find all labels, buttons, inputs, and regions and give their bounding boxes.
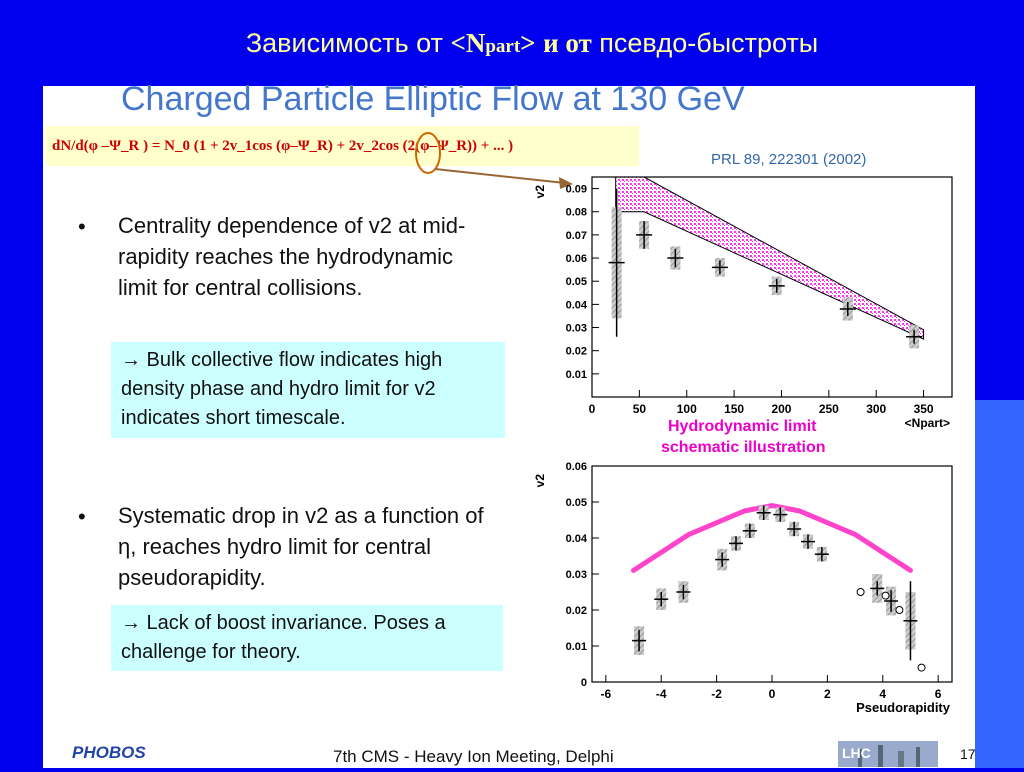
bullet-marker-2: • — [78, 504, 86, 529]
plot-frame — [591, 176, 953, 398]
decorative-band — [975, 400, 1024, 768]
x-tick-label-5: 250 — [819, 402, 839, 416]
y-tick-label-0: 0 — [581, 677, 587, 689]
slide-title: Зависимость от <Npart> и от псевдо-быстр… — [0, 28, 1024, 59]
slide-title-part3: псевдо-быстроты — [591, 28, 819, 58]
y-tick-label-6: 0.07 — [566, 230, 587, 242]
callout-1: → Bulk collective flow indicates high de… — [111, 342, 505, 438]
hydro-band — [615, 177, 925, 340]
lhc-logo: LHC — [838, 741, 938, 767]
open-point-3 — [917, 663, 926, 672]
x-tick-label-6: 6 — [935, 687, 942, 701]
plot-frame — [591, 465, 953, 683]
y-tick-label-0: 0.01 — [566, 369, 587, 381]
open-point-0 — [856, 588, 865, 596]
npart-chart: 0 50 100 150 200 250 300 350 0.01 0.02 0.03 0.04 0.0… — [533, 176, 953, 430]
hydro-curve — [631, 503, 913, 573]
y-tick-label-5: 0.06 — [566, 253, 587, 265]
bullet-text-2: Systematic drop in v2 as a function of η… — [118, 503, 484, 590]
hydro-limit-label: Hydrodynamic limit schematic illustratio… — [643, 416, 1024, 458]
x-tick-label-3: 150 — [724, 402, 744, 416]
formula-arrow — [415, 132, 573, 189]
flow-formula: dN/d(φ –Ψ_R ) = N_0 (1 + 2v_1cos (φ–Ψ_R)… — [46, 126, 639, 166]
paper-reference: PRL 89, 222301 (2002) — [711, 151, 867, 168]
pseudorapidity-chart: -6 -4 -2 0 2 4 6 0 0.01 0.02 0.03 0.04 0.05 0.06 v2 Pse… — [533, 461, 953, 715]
y-tick-label-8: 0.09 — [566, 184, 587, 196]
formula-text: dN/d(φ –Ψ_R ) = N_0 (1 + 2v_1cos (φ–Ψ_R)… — [52, 138, 514, 154]
x-tick-label-0: -6 — [601, 687, 612, 701]
y-axis-label: v2 — [533, 474, 547, 488]
open-point-1 — [881, 591, 890, 600]
hydro-label-line1: Hydrodynamic limit — [668, 418, 817, 435]
open-point-2 — [895, 606, 904, 614]
y-tick-label-2: 0.02 — [566, 605, 587, 617]
x-tick-label-0: 0 — [589, 402, 596, 416]
slide-content: Charged Particle Elliptic Flow at 130 Ge… — [43, 80, 976, 768]
y-tick-label-2: 0.03 — [566, 323, 587, 335]
phobos-logo-text: PHOBOS — [72, 743, 146, 762]
x-tick-label-1: 50 — [633, 402, 647, 416]
x-axis-label: Pseudorapidity — [856, 700, 951, 715]
y-tick-label-1: 0.02 — [566, 346, 587, 358]
bullet-text-1: Centrality dependence of v2 at mid-rapid… — [118, 213, 466, 300]
slide-title-n: <N — [450, 28, 486, 58]
y-tick-label-6: 0.06 — [566, 461, 587, 473]
phobos-logo: PHOBOS — [70, 740, 160, 764]
x-axis-label: <Npart> — [905, 416, 950, 430]
y-axis-label: v2 — [533, 185, 547, 199]
y-tick-label-3: 0.03 — [566, 569, 587, 581]
page-number: 17 — [960, 746, 976, 762]
y-tick-label-1: 0.01 — [566, 641, 587, 653]
y-tick-label-4: 0.04 — [566, 533, 588, 545]
slide-title-close: > — [520, 28, 536, 58]
callout-2-text: → Lack of boost invariance. Poses a chal… — [121, 612, 446, 663]
slide-title-part1: Зависимость от — [245, 28, 451, 58]
hydro-label-line2: schematic illustration — [661, 439, 826, 456]
bullet-marker-1: • — [78, 214, 86, 239]
x-tick-label-6: 300 — [866, 402, 886, 416]
x-tick-label-4: 2 — [824, 687, 831, 701]
callout-2: → Lack of boost invariance. Poses a chal… — [111, 605, 503, 671]
x-tick-label-5: 4 — [879, 687, 886, 701]
y-tick-label-7: 0.08 — [566, 207, 587, 219]
x-tick-label-3: 0 — [769, 687, 776, 701]
slide-title-part2: и от — [543, 28, 592, 58]
paper-title: Charged Particle Elliptic Flow at 130 Ge… — [121, 80, 745, 118]
lhc-logo-text: LHC — [842, 745, 871, 761]
y-tick-label-4: 0.05 — [566, 276, 587, 288]
x-tick-label-7: 350 — [914, 402, 934, 416]
y-tick-label-5: 0.05 — [566, 497, 587, 509]
slide-title-sub: part — [485, 36, 521, 57]
x-tick-label-2: 100 — [677, 402, 697, 416]
x-tick-label-2: -2 — [711, 687, 722, 701]
x-tick-label-4: 200 — [771, 402, 791, 416]
y-tick-label-3: 0.04 — [566, 299, 588, 311]
x-tick-label-1: -4 — [656, 687, 667, 701]
footer-meeting: 7th CMS - Heavy Ion Meeting, Delphi — [333, 747, 614, 766]
callout-1-text: → Bulk collective flow indicates high de… — [121, 349, 443, 429]
